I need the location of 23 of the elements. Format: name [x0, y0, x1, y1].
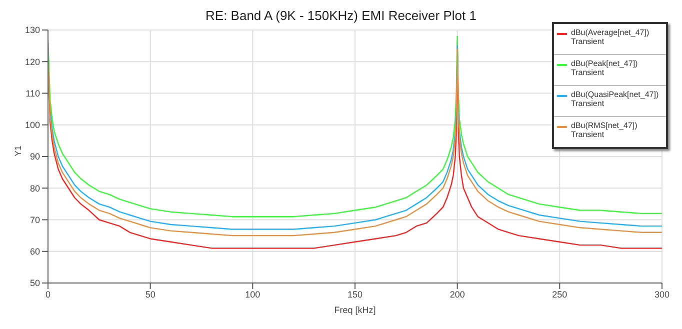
- x-tick-label: 200: [450, 289, 465, 300]
- y-axis-title: Y1: [13, 145, 24, 156]
- legend-label: dBu(QuasiPeak[net_47]) Transient: [571, 90, 660, 108]
- x-tick-label: 100: [245, 289, 260, 300]
- legend-label: dBu(Peak[net_47]) Transient: [571, 59, 639, 77]
- legend-label: dBu(RMS[net_47]) Transient: [571, 121, 638, 139]
- y-tick-label: 90: [30, 152, 40, 162]
- x-tick-label: 300: [654, 289, 670, 300]
- chart-title: RE: Band A (9K - 150KHz) EMI Receiver Plot 1: [204, 8, 478, 23]
- y-tick-label: 130: [24, 25, 40, 36]
- y-tick-label: 100: [24, 120, 40, 130]
- y-tick-label: 80: [30, 183, 40, 194]
- y-tick-label: 60: [30, 246, 40, 257]
- x-tick-label: 150: [347, 289, 363, 300]
- legend-label: dBu(Average[net_47]) Transient: [571, 28, 650, 46]
- y-tick-label: 50: [30, 278, 40, 288]
- y-tick-label: 110: [26, 88, 40, 98]
- x-tick-label: 50: [145, 289, 156, 300]
- x-tick-label: 0: [45, 289, 51, 300]
- y-tick-label: 120: [24, 56, 40, 67]
- x-axis-title: Freq [kHz]: [334, 305, 376, 315]
- x-tick-label: 250: [552, 289, 568, 300]
- y-tick-label: 70: [30, 214, 40, 225]
